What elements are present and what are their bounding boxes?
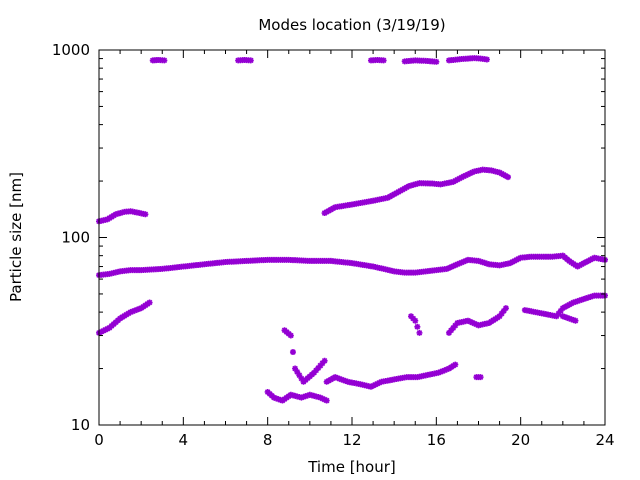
data-point	[555, 310, 562, 317]
data-point	[454, 261, 461, 268]
series-segment-14	[473, 374, 484, 381]
data-point	[458, 259, 465, 266]
data-point	[452, 361, 459, 368]
data-point	[247, 57, 254, 64]
data-point	[469, 169, 476, 176]
data-point	[445, 329, 452, 336]
data-point	[441, 367, 448, 374]
x-tick-label: 12	[342, 431, 361, 449]
data-point	[433, 58, 440, 65]
data-point	[296, 372, 303, 379]
x-tick-label: 24	[595, 431, 614, 449]
y-tick-label: 1000	[52, 41, 90, 59]
data-point	[443, 366, 450, 373]
data-point	[553, 313, 560, 320]
x-tick-label: 4	[179, 431, 189, 449]
data-point	[483, 56, 490, 63]
data-point	[462, 172, 469, 179]
data-markers	[96, 55, 608, 404]
data-point	[439, 368, 446, 375]
x-tick-label: 0	[94, 431, 104, 449]
data-point	[292, 365, 299, 372]
data-point	[416, 329, 423, 336]
data-point	[452, 322, 459, 329]
series-segment-3	[321, 166, 512, 217]
series-segment-10	[264, 388, 330, 404]
series-segment-13	[445, 305, 509, 336]
plot-frame	[98, 49, 606, 426]
y-axis-label: Particle size [nm]	[7, 172, 25, 302]
data-point	[315, 364, 322, 371]
data-point	[448, 264, 455, 271]
data-point	[142, 211, 149, 218]
data-point	[287, 332, 294, 339]
data-point	[445, 264, 452, 271]
data-point	[450, 263, 457, 270]
x-tick-labels: 0 4 8 12 16 20 24	[94, 431, 614, 449]
data-point	[450, 324, 457, 331]
data-point	[467, 318, 474, 325]
series-segment-11	[323, 361, 459, 390]
x-axis-label: Time [hour]	[307, 458, 396, 476]
data-point	[146, 299, 153, 306]
data-point	[317, 362, 324, 369]
x-tick-label: 8	[263, 431, 273, 449]
data-point	[460, 173, 467, 180]
data-point	[462, 257, 469, 264]
data-point	[323, 397, 330, 404]
series-segment-9	[281, 327, 328, 385]
data-point	[161, 57, 168, 64]
data-point	[469, 319, 476, 326]
x-tick-label: 20	[511, 431, 530, 449]
data-point	[467, 170, 474, 177]
data-point	[380, 57, 387, 64]
data-point	[496, 313, 503, 320]
data-point	[456, 260, 463, 267]
data-point	[464, 317, 471, 324]
data-point	[557, 307, 564, 314]
x-tick-label: 16	[427, 431, 446, 449]
data-point	[443, 265, 450, 272]
data-point	[412, 317, 419, 324]
y-tick-label: 10	[71, 416, 90, 434]
data-point	[311, 369, 318, 376]
y-tick-label: 100	[61, 229, 90, 247]
series-segment-1	[149, 56, 168, 64]
data-point	[289, 349, 296, 356]
series-segment-16	[559, 313, 579, 324]
data-point	[471, 320, 478, 327]
data-point	[500, 307, 507, 314]
data-point	[505, 174, 512, 181]
data-point	[477, 374, 484, 381]
data-point	[452, 262, 459, 269]
data-point	[414, 323, 421, 330]
series-segment-4	[367, 56, 387, 64]
data-point	[313, 367, 320, 374]
series-segment-6	[445, 55, 490, 64]
data-point	[437, 368, 444, 375]
chart-title: Modes location (3/19/19)	[258, 16, 445, 34]
axis-ticks	[98, 49, 606, 426]
y-tick-labels: 10 100 1000	[52, 41, 90, 434]
data-point	[435, 369, 442, 376]
data-point	[319, 360, 326, 367]
data-point	[321, 357, 328, 364]
data-point	[460, 258, 467, 265]
data-point	[572, 317, 579, 324]
data-point	[448, 327, 455, 334]
data-point	[464, 171, 471, 178]
data-point	[294, 368, 301, 375]
series-segment-8	[96, 299, 153, 336]
series-segment-2	[235, 56, 254, 64]
series-segment-0	[96, 208, 149, 225]
series-segment-5	[401, 57, 440, 65]
data-point	[502, 305, 509, 312]
data-point	[473, 321, 480, 328]
data-point	[498, 310, 505, 317]
series-segment-7	[96, 252, 608, 279]
data-point	[298, 375, 305, 382]
series-segment-12	[408, 313, 423, 336]
